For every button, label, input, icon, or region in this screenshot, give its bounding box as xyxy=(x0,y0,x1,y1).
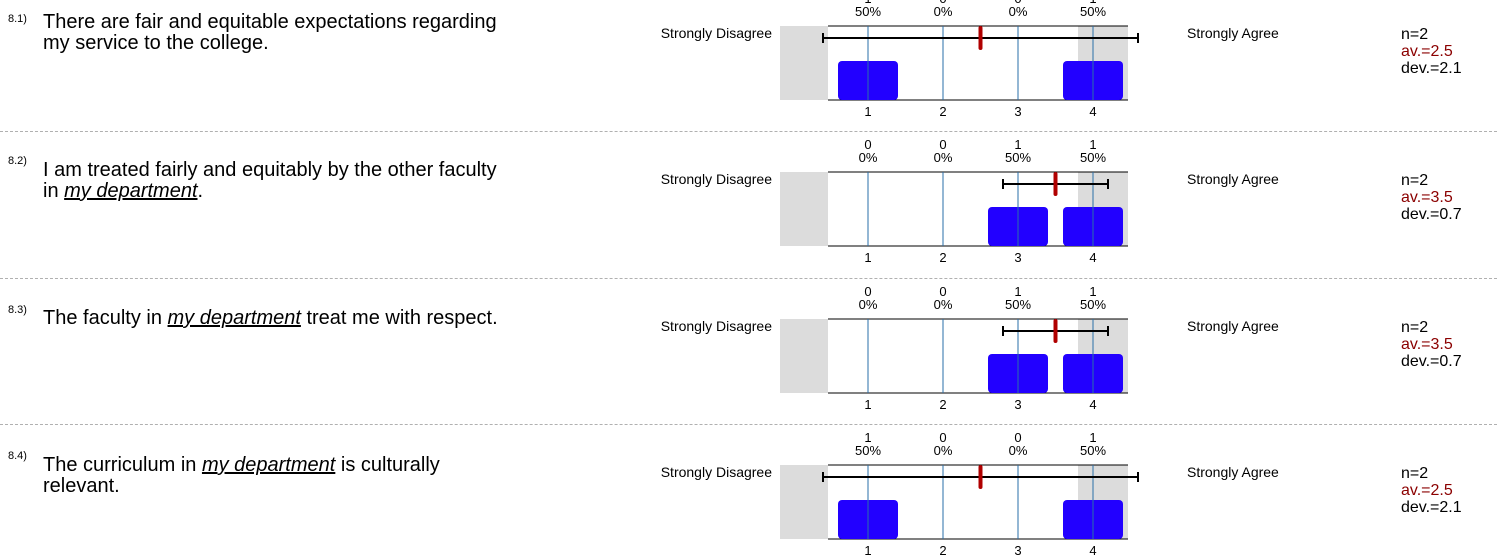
percent-label: 0% xyxy=(859,297,878,312)
tick-label: 3 xyxy=(1014,250,1021,265)
shade-left xyxy=(780,26,828,100)
tick-label: 2 xyxy=(939,543,946,558)
average-value: av.=3.5 xyxy=(1401,336,1453,353)
percent-label: 0% xyxy=(934,443,953,458)
shade-left xyxy=(780,465,828,539)
question-number: 8.4) xyxy=(8,450,27,462)
deviation-value: dev.=2.1 xyxy=(1401,60,1462,77)
count-label: 0 xyxy=(864,284,871,299)
percent-label: 0% xyxy=(934,297,953,312)
tick-label: 1 xyxy=(864,104,871,119)
question-text: The faculty in my department treat me wi… xyxy=(43,307,498,329)
question-text: I am treated fairly and equitably by the… xyxy=(43,159,497,202)
count-label: 0 xyxy=(939,0,946,6)
n-value: n=2 xyxy=(1401,465,1429,482)
percent-label: 50% xyxy=(1080,297,1106,312)
item-stats: n=2 av.=2.5 dev.=2.1 xyxy=(1401,26,1462,77)
item-separator xyxy=(0,131,1497,132)
scale-left-label: Strongly Disagree xyxy=(660,25,772,41)
scale-left-label: Strongly Disagree xyxy=(660,171,772,187)
count-label: 0 xyxy=(864,137,871,152)
percent-label: 0% xyxy=(859,150,878,165)
question-text: There are fair and equitable expectation… xyxy=(43,11,497,54)
n-value: n=2 xyxy=(1401,319,1429,336)
count-label: 1 xyxy=(1089,137,1096,152)
count-label: 1 xyxy=(1089,284,1096,299)
item-stats: n=2 av.=3.5 dev.=0.7 xyxy=(1401,319,1462,370)
shade-left xyxy=(780,319,828,393)
tick-label: 2 xyxy=(939,397,946,412)
percent-label: 50% xyxy=(1080,443,1106,458)
count-label: 1 xyxy=(1014,284,1021,299)
tick-label: 3 xyxy=(1014,104,1021,119)
tick-label: 2 xyxy=(939,104,946,119)
scale-left-label: Strongly Disagree xyxy=(660,318,772,334)
count-label: 1 xyxy=(864,430,871,445)
count-label: 0 xyxy=(1014,430,1021,445)
item-separator xyxy=(0,278,1497,279)
count-label: 1 xyxy=(1089,430,1096,445)
count-label: 1 xyxy=(1014,137,1021,152)
n-value: n=2 xyxy=(1401,172,1429,189)
percent-label: 0% xyxy=(1009,4,1028,19)
count-label: 0 xyxy=(939,430,946,445)
tick-label: 1 xyxy=(864,250,871,265)
scale-right-label: Strongly Agree xyxy=(1187,318,1279,334)
percent-label: 50% xyxy=(1080,150,1106,165)
tick-label: 4 xyxy=(1089,543,1096,558)
tick-label: 1 xyxy=(864,543,871,558)
question-number: 8.3) xyxy=(8,304,27,316)
tick-label: 4 xyxy=(1089,104,1096,119)
percent-label: 50% xyxy=(1005,297,1031,312)
count-label: 1 xyxy=(1089,0,1096,6)
scale-right-label: Strongly Agree xyxy=(1187,464,1279,480)
percent-label: 50% xyxy=(1080,4,1106,19)
scale-right-label: Strongly Agree xyxy=(1187,25,1279,41)
n-value: n=2 xyxy=(1401,26,1429,43)
scale-right-label: Strongly Agree xyxy=(1187,171,1279,187)
tick-label: 3 xyxy=(1014,397,1021,412)
tick-label: 4 xyxy=(1089,250,1096,265)
percent-label: 50% xyxy=(1005,150,1031,165)
item-separator xyxy=(0,424,1497,425)
percent-label: 0% xyxy=(934,150,953,165)
deviation-value: dev.=0.7 xyxy=(1401,206,1462,223)
question-number: 8.2) xyxy=(8,155,27,167)
count-label: 0 xyxy=(939,284,946,299)
average-value: av.=2.5 xyxy=(1401,43,1453,60)
question-text: The curriculum in my department is cultu… xyxy=(43,454,440,497)
percent-label: 0% xyxy=(934,4,953,19)
percent-label: 50% xyxy=(855,443,881,458)
percent-label: 50% xyxy=(855,4,881,19)
item-stats: n=2 av.=2.5 dev.=2.1 xyxy=(1401,465,1462,516)
deviation-value: dev.=0.7 xyxy=(1401,353,1462,370)
tick-label: 3 xyxy=(1014,543,1021,558)
average-value: av.=3.5 xyxy=(1401,189,1453,206)
scale-left-label: Strongly Disagree xyxy=(660,464,772,480)
count-label: 0 xyxy=(1014,0,1021,6)
deviation-value: dev.=2.1 xyxy=(1401,499,1462,516)
tick-label: 1 xyxy=(864,397,871,412)
count-label: 1 xyxy=(864,0,871,6)
tick-label: 4 xyxy=(1089,397,1096,412)
average-value: av.=2.5 xyxy=(1401,482,1453,499)
question-number: 8.1) xyxy=(8,13,27,25)
percent-label: 0% xyxy=(1009,443,1028,458)
shade-left xyxy=(780,172,828,246)
item-stats: n=2 av.=3.5 dev.=0.7 xyxy=(1401,172,1462,223)
count-label: 0 xyxy=(939,137,946,152)
tick-label: 2 xyxy=(939,250,946,265)
